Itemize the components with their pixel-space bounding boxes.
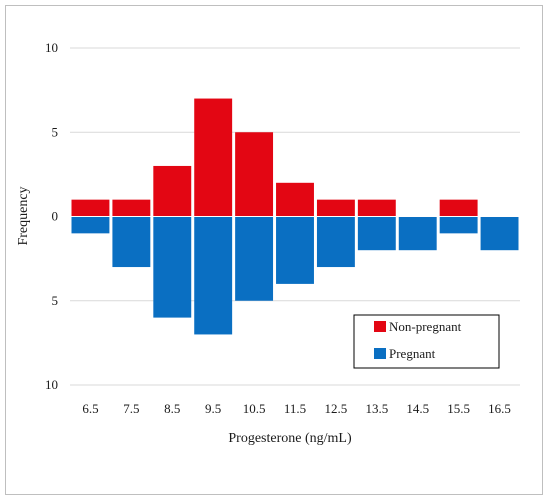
pregnant-bar-13.5 [357,216,396,251]
non-pregnant-bar-9.5 [194,98,233,217]
y-tick-label: 0 [52,209,59,224]
x-tick-labels: 6.5 7.5 8.5 9.5 10.5 11.5 12.5 13.5 14.5 15.5 16.5 [82,401,511,416]
non-pregnant-bar-6.5 [71,199,110,217]
pregnant-bar-12.5 [316,216,355,268]
x-tick-label: 9.5 [205,401,221,416]
legend-swatch [374,321,386,332]
legend-swatch [374,348,386,359]
non-pregnant-bar-15.5 [439,199,478,217]
pregnant-bar-15.5 [439,216,478,234]
x-tick-label: 15.5 [447,401,470,416]
x-tick-label: 14.5 [406,401,429,416]
chart-frame [5,5,543,495]
pregnant-bar-14.5 [398,216,437,251]
non-pregnant-bar-7.5 [112,199,151,217]
x-tick-label: 13.5 [365,401,388,416]
x-tick-label: 8.5 [164,401,180,416]
legend-box [353,314,500,369]
pregnant-bar-6.5 [71,216,110,234]
y-axis-title: Frequency [16,186,31,245]
y-tick-label: 5 [52,124,59,139]
pregnant-bar-9.5 [194,216,233,335]
y-tick-labels: 10 5 0 5 10 [45,40,58,392]
x-tick-label: 16.5 [488,401,511,416]
bars [70,98,520,335]
legend-label: Pregnant [389,346,436,361]
legend-label: Non-pregnant [389,319,462,334]
pregnant-bar-11.5 [276,216,314,284]
non-pregnant-bar-8.5 [153,165,192,217]
x-tick-label: 6.5 [82,401,98,416]
x-axis-title: Progesterone (ng/mL) [228,431,352,446]
pregnant-bar-10.5 [235,216,274,301]
non-pregnant-bar-12.5 [316,199,355,217]
x-tick-label: 10.5 [243,401,266,416]
pregnant-bar-8.5 [153,216,192,318]
pregnant-bar-16.5 [480,216,519,251]
x-tick-label: 12.5 [325,401,348,416]
non-pregnant-bar-10.5 [235,132,274,217]
y-tick-label: 10 [45,40,58,55]
pregnant-bar-7.5 [112,216,151,268]
legend: Non-pregnant Pregnant [353,314,500,369]
y-tick-label: 10 [45,377,58,392]
non-pregnant-bar-11.5 [276,182,314,217]
x-tick-label: 7.5 [123,401,139,416]
non-pregnant-bar-13.5 [357,199,396,217]
x-tick-label: 11.5 [284,401,306,416]
y-tick-label: 5 [52,293,59,308]
